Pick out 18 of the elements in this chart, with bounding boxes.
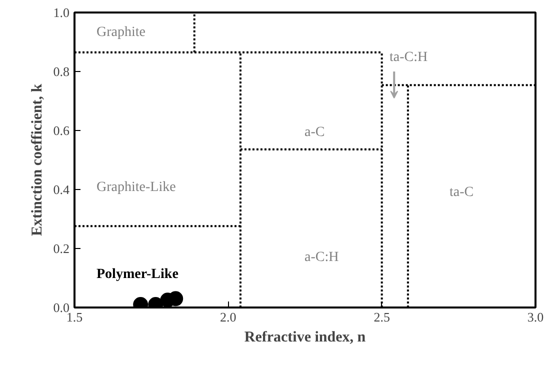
annotation: ta-C:H xyxy=(390,50,428,65)
annotation: ta-C xyxy=(450,185,474,200)
x-tick-label: 3.0 xyxy=(527,310,544,324)
x-axis-title: Refractive index, n xyxy=(244,330,366,346)
annotation: Polymer-Like xyxy=(96,267,178,282)
x-tick-label: 2.5 xyxy=(374,310,390,324)
annotation: a-C xyxy=(304,125,325,140)
y-axis-title: Extinction coefficient, k xyxy=(29,83,46,236)
y-tick-label: 0.4 xyxy=(53,182,70,197)
y-tick-label: 0.6 xyxy=(53,123,70,138)
annotation: a-C:H xyxy=(304,250,339,265)
y-tick-label: 1.0 xyxy=(53,5,70,20)
y-tick-label: 0.0 xyxy=(53,300,70,315)
y-tick-label: 0.8 xyxy=(53,64,70,79)
y-tick-label: 0.2 xyxy=(53,241,70,256)
x-tick-label: 2.0 xyxy=(220,310,236,324)
annotation: Graphite-Like xyxy=(96,180,176,195)
annotation: Graphite xyxy=(96,25,146,40)
